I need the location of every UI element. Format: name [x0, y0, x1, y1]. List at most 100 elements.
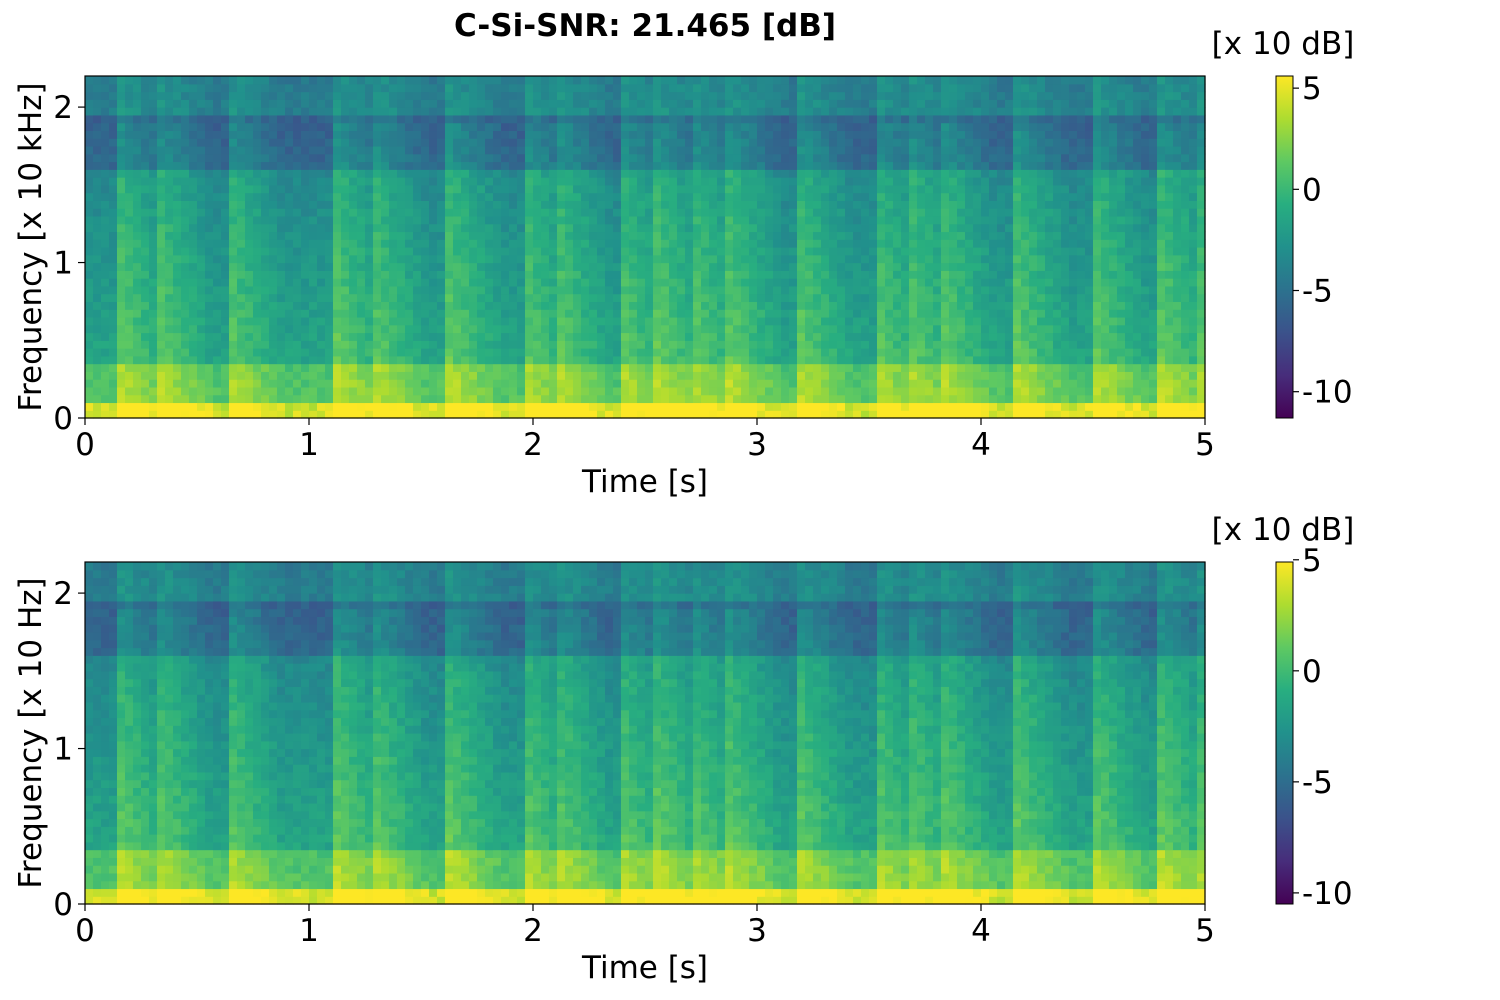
spectrogram-cell — [429, 138, 438, 147]
spectrogram-cell — [341, 293, 350, 303]
spectrogram-cell — [333, 231, 342, 240]
spectrogram-cell — [101, 316, 110, 326]
spectrogram-cell — [325, 254, 334, 264]
spectrogram-cell — [189, 316, 198, 326]
spectrogram-cell — [917, 270, 926, 279]
spectrogram-cell — [437, 247, 446, 256]
spectrogram-cell — [197, 340, 206, 349]
spectrogram-cell — [789, 386, 798, 396]
spectrogram-cell — [357, 114, 366, 124]
spectrogram-cell — [677, 262, 686, 271]
spectrogram-cell — [565, 208, 574, 217]
spectrogram-cell — [757, 215, 766, 225]
spectrogram-cell — [549, 410, 558, 419]
spectrogram-cell — [941, 254, 950, 264]
spectrogram-cell — [229, 208, 238, 217]
spectrogram-cell — [581, 262, 590, 271]
spectrogram-cell — [461, 410, 470, 419]
spectrogram-cell — [197, 107, 206, 116]
spectrogram-cell — [381, 91, 390, 100]
spectrogram-cell — [525, 386, 534, 396]
spectrogram-cell — [109, 293, 118, 303]
spectrogram-cell — [813, 215, 822, 225]
spectrogram-cell — [381, 316, 390, 326]
spectrogram-cell — [85, 363, 94, 372]
spectrogram-cell — [309, 293, 318, 303]
spectrogram-cell — [749, 285, 758, 295]
spectrogram-cell — [925, 91, 934, 100]
spectrogram-cell — [325, 386, 334, 396]
spectrogram-cell — [173, 76, 182, 85]
spectrogram-cell — [789, 340, 798, 349]
spectrogram-cell — [517, 161, 526, 170]
spectrogram-cell — [493, 138, 502, 147]
spectrogram-cell — [429, 184, 438, 194]
spectrogram-cell — [253, 324, 262, 334]
spectrogram-cell — [429, 270, 438, 279]
spectrogram-cell — [357, 99, 366, 108]
spectrogram-cell — [517, 122, 526, 132]
spectrogram-cell — [805, 91, 814, 100]
spectrogram-cell — [309, 145, 318, 155]
spectrogram-cell — [317, 231, 326, 240]
spectrogram-cell — [525, 363, 534, 372]
spectrogram-cell — [277, 371, 286, 380]
spectrogram-cell — [637, 270, 646, 279]
spectrogram-cell — [877, 177, 886, 186]
spectrogram-cell — [533, 262, 542, 271]
spectrogram-cell — [461, 200, 470, 209]
spectrogram-cell — [661, 379, 670, 388]
spectrogram-cell — [317, 169, 326, 178]
spectrogram-cell — [229, 324, 238, 334]
spectrogram-cell — [517, 145, 526, 155]
spectrogram-cell — [501, 293, 510, 303]
spectrogram-cell — [117, 107, 126, 116]
spectrogram-cell — [269, 177, 278, 186]
spectrogram-cell — [821, 99, 830, 108]
spectrogram-cell — [213, 348, 222, 357]
spectrogram-cell — [477, 200, 486, 209]
spectrogram-cell — [685, 138, 694, 147]
spectrogram-cell — [165, 215, 174, 225]
spectrogram-cell — [413, 223, 422, 233]
spectrogram-cell — [405, 153, 414, 163]
spectrogram-cell — [765, 309, 774, 318]
spectrogram-cell — [781, 83, 790, 93]
spectrogram-cell — [669, 138, 678, 147]
spectrogram-cell — [701, 363, 710, 372]
spectrogram-cell — [189, 138, 198, 147]
spectrogram-cell — [917, 208, 926, 217]
spectrogram-cell — [885, 122, 894, 132]
spectrogram-cell — [165, 254, 174, 264]
spectrogram-cell — [541, 379, 550, 388]
spectrogram-cell — [533, 278, 542, 287]
spectrogram-cell — [133, 215, 142, 225]
spectrogram-cell — [733, 340, 742, 349]
spectrogram-cell — [757, 285, 766, 295]
spectrogram-cell — [829, 114, 838, 124]
spectrogram-cell — [829, 410, 838, 419]
spectrogram-cell — [301, 114, 310, 124]
spectrogram-cell — [125, 379, 134, 388]
spectrogram-cell — [373, 76, 382, 85]
spectrogram-cell — [677, 254, 686, 264]
spectrogram-cell — [605, 324, 614, 334]
spectrogram-cell — [253, 107, 262, 116]
spectrogram-cell — [501, 247, 510, 256]
spectrogram-cell — [957, 130, 966, 139]
spectrogram-cell — [981, 107, 990, 116]
spectrogram-cell — [413, 254, 422, 264]
spectrogram-cell — [701, 348, 710, 357]
spectrogram-cell — [229, 348, 238, 357]
spectrogram-cell — [469, 91, 478, 100]
spectrogram-cell — [197, 153, 206, 163]
spectrogram-cell — [245, 161, 254, 170]
spectrogram-cell — [637, 379, 646, 388]
spectrogram-cell — [213, 161, 222, 170]
spectrogram-cell — [589, 293, 598, 303]
spectrogram-cell — [293, 316, 302, 326]
spectrogram-cell — [981, 394, 990, 404]
spectrogram-cell — [349, 138, 358, 147]
spectrogram-cell — [341, 83, 350, 93]
spectrogram-cell — [517, 379, 526, 388]
